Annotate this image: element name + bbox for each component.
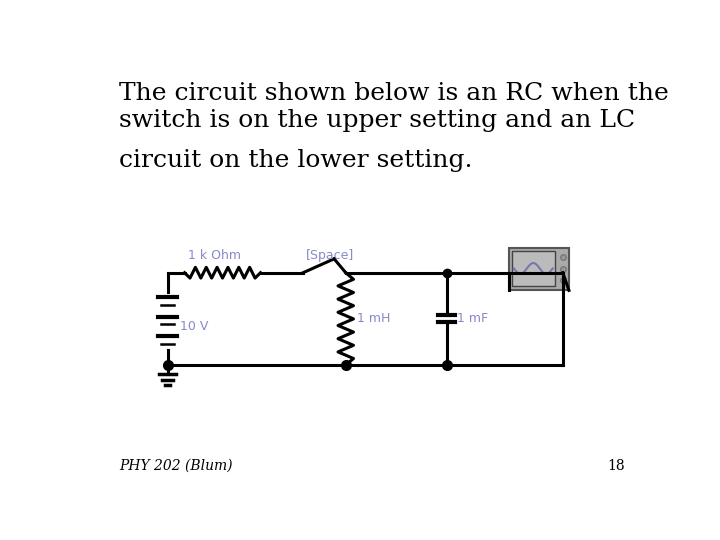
- Text: 1 k Ohm: 1 k Ohm: [187, 249, 240, 262]
- Text: [Space]: [Space]: [306, 249, 354, 262]
- Text: circuit on the lower setting.: circuit on the lower setting.: [120, 150, 473, 172]
- Bar: [508, 248, 569, 291]
- Text: switch is on the upper setting and an LC: switch is on the upper setting and an LC: [120, 110, 636, 132]
- Text: PHY 202 (Blum): PHY 202 (Blum): [120, 459, 233, 473]
- Text: 1 mF: 1 mF: [457, 313, 488, 326]
- Text: The circuit shown below is an RC when the: The circuit shown below is an RC when th…: [120, 82, 669, 105]
- Text: 10 V: 10 V: [180, 320, 208, 333]
- Text: 18: 18: [607, 459, 625, 473]
- Text: 1 mH: 1 mH: [356, 313, 390, 326]
- Bar: [512, 251, 555, 286]
